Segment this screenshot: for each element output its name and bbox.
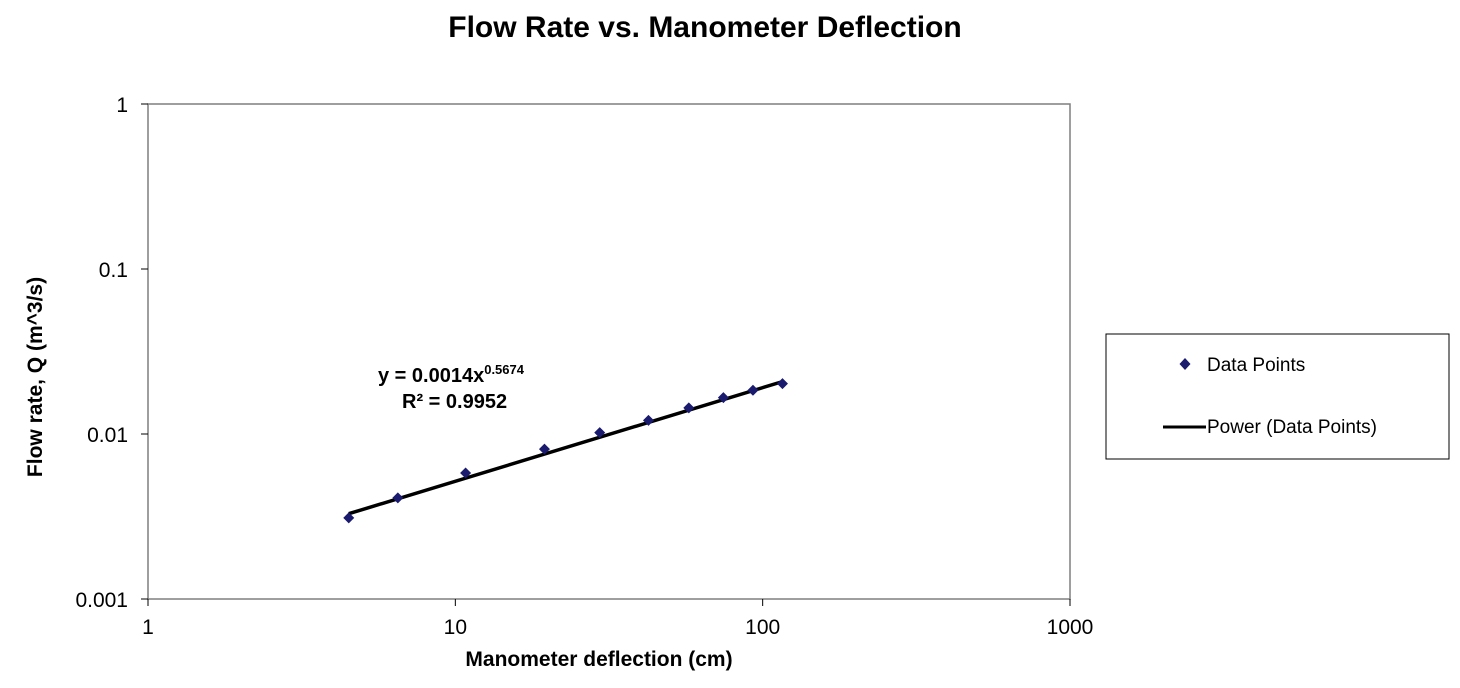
legend-marker-diamond [1179, 358, 1191, 370]
data-point [343, 512, 355, 524]
data-point [747, 384, 759, 396]
plot-area [147, 103, 1071, 600]
data-point [776, 378, 788, 390]
x-tick-label: 1 [142, 616, 154, 639]
y-tick-label: 0.001 [75, 589, 128, 612]
x-tick-label: 10 [444, 616, 467, 639]
trendline-equation: y = 0.0014x0.5674 [378, 362, 525, 387]
data-point [538, 443, 550, 455]
data-points-layer [343, 378, 788, 524]
data-point [460, 467, 472, 479]
trendline-layer [348, 379, 783, 516]
y-axis-ticks: 0.001 0.01 0.1 1 [75, 94, 148, 612]
y-tick-label: 1 [116, 94, 128, 117]
y-tick-label: 0.01 [87, 424, 128, 447]
x-axis-ticks: 1 10 100 1000 [142, 599, 1093, 639]
legend-label-power: Power (Data Points) [1207, 417, 1377, 438]
power-trendline [348, 379, 783, 516]
y-tick-label: 0.1 [99, 259, 128, 282]
y-axis-title: Flow rate, Q (m^3/s) [24, 277, 47, 477]
r-squared-label: R² = 0.9952 [402, 391, 507, 413]
equation-base: y = 0.0014x [378, 365, 484, 387]
data-point [683, 402, 695, 414]
legend: Data Points Power (Data Points) [1105, 333, 1450, 460]
chart-title: Flow Rate vs. Manometer Deflection [448, 11, 961, 44]
data-point [392, 492, 404, 504]
legend-box [1105, 333, 1450, 460]
x-tick-label: 100 [745, 616, 780, 639]
equation-exponent: 0.5674 [484, 362, 525, 377]
x-tick-label: 1000 [1047, 616, 1094, 639]
x-axis-title: Manometer deflection (cm) [465, 648, 732, 671]
data-point [594, 427, 606, 439]
data-point [642, 414, 654, 426]
data-point [717, 392, 729, 404]
legend-label-data-points: Data Points [1207, 355, 1305, 376]
